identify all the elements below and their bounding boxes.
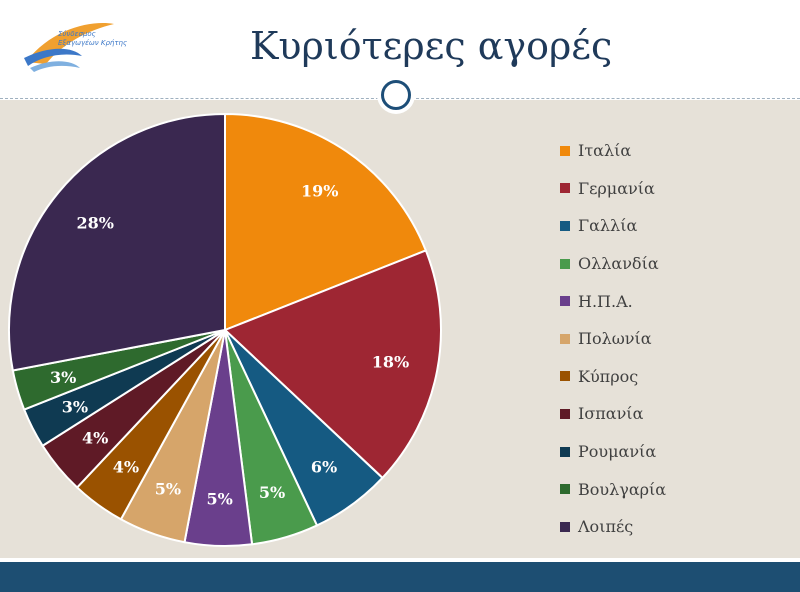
legend-item: Λοιπές bbox=[560, 508, 790, 546]
legend-item: Γερμανία bbox=[560, 170, 790, 208]
legend-label: Πολωνία bbox=[578, 329, 652, 349]
legend-swatch bbox=[560, 446, 570, 457]
legend-item: Πολωνία bbox=[560, 320, 790, 358]
logo-text: Σύνδεσμος Εξαγωγέων Κρήτης bbox=[58, 30, 128, 47]
pie-chart: 19% 18% 6% 5% 5% 5% 4% 4% 3% 3% 28% bbox=[8, 112, 442, 547]
pie-slice-label: 5% bbox=[259, 483, 285, 502]
pie-slice-label: 5% bbox=[207, 489, 233, 508]
legend-swatch bbox=[560, 521, 570, 532]
legend-item: Ολλανδία bbox=[560, 245, 790, 283]
legend-item: Κύπρος bbox=[560, 358, 790, 396]
pie-slice-label: 5% bbox=[155, 480, 181, 499]
legend-swatch bbox=[560, 371, 570, 382]
pie-slice bbox=[224, 112, 428, 332]
legend-label: Γερμανία bbox=[578, 178, 655, 198]
legend-swatch bbox=[560, 145, 570, 156]
legend-swatch bbox=[560, 408, 570, 419]
legend-item: Ιταλία bbox=[560, 132, 790, 170]
chart-legend: Ιταλία Γερμανία Γαλλία Ολλανδία Η.Π.Α. Πολωνί… bbox=[560, 132, 790, 546]
legend-swatch bbox=[560, 333, 570, 344]
legend-item: Η.Π.Α. bbox=[560, 282, 790, 320]
pie-slice-label: 6% bbox=[311, 457, 337, 476]
pie-slice bbox=[8, 112, 226, 372]
legend-item: Βουλγαρία bbox=[560, 470, 790, 508]
pie-slice bbox=[223, 249, 442, 480]
legend-label: Βουλγαρία bbox=[578, 479, 667, 499]
page-title: Κυριότερες αγορές bbox=[250, 24, 613, 68]
legend-item: Ισπανία bbox=[560, 395, 790, 433]
legend-label: Κύπρος bbox=[578, 366, 639, 386]
legend-swatch bbox=[560, 183, 570, 194]
pie-slice-label: 3% bbox=[50, 368, 76, 387]
ring-ornament-icon bbox=[381, 80, 411, 110]
legend-swatch bbox=[560, 220, 570, 231]
legend-label: Ισπανία bbox=[578, 404, 644, 424]
legend-label: Η.Π.Α. bbox=[578, 291, 633, 311]
legend-label: Λοιπές bbox=[578, 517, 634, 537]
pie-slice-label: 28% bbox=[76, 214, 113, 233]
legend-label: Ολλανδία bbox=[578, 254, 659, 274]
slide-footer bbox=[0, 562, 800, 592]
legend-label: Ρουμανία bbox=[578, 442, 657, 462]
legend-swatch bbox=[560, 484, 570, 495]
legend-label: Γαλλία bbox=[578, 216, 638, 236]
pie-slice-label: 19% bbox=[301, 182, 338, 201]
logo-icon bbox=[24, 23, 114, 72]
pie-slice-label: 4% bbox=[82, 428, 108, 447]
legend-item: Γαλλία bbox=[560, 207, 790, 245]
legend-item: Ρουμανία bbox=[560, 433, 790, 471]
footer-accent bbox=[0, 558, 800, 562]
pie-slice-label: 4% bbox=[113, 457, 139, 476]
legend-swatch bbox=[560, 258, 570, 269]
legend-label: Ιταλία bbox=[578, 141, 632, 161]
pie-slice-label: 3% bbox=[62, 397, 88, 416]
legend-swatch bbox=[560, 296, 570, 307]
pie-slice-label: 18% bbox=[372, 353, 409, 372]
